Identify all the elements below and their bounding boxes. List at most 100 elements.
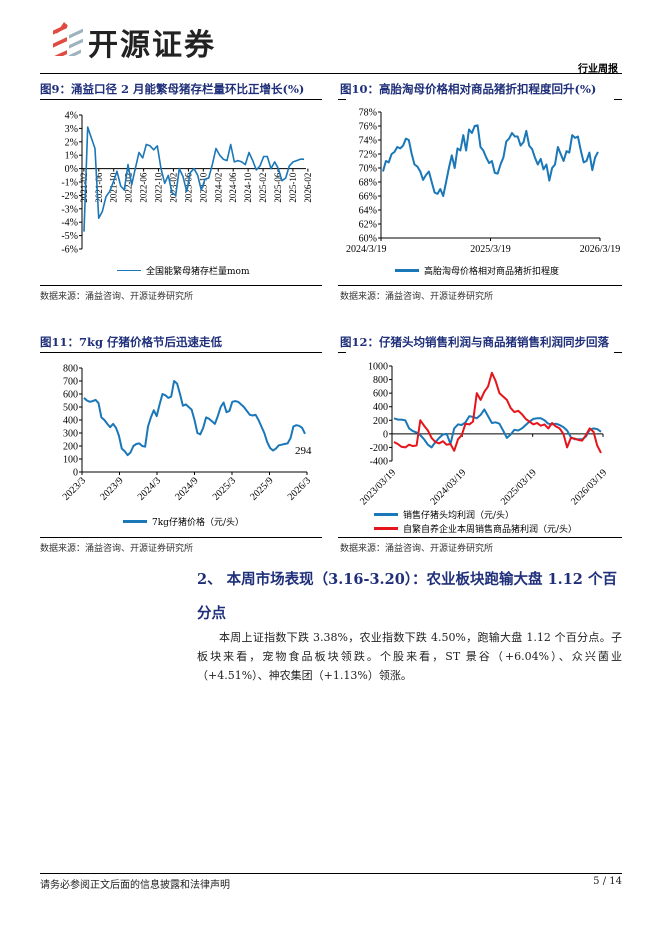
series-line-2 — [393, 371, 602, 454]
legend-swatch — [117, 269, 141, 272]
y-tick-label: 800 — [373, 375, 388, 386]
legend-label: 全国能繁母猪存栏量mom — [146, 267, 250, 277]
chart-piglet-price: 0 100 200 300 400 500 600 700 800 2023/3 2023/9 202… — [61, 364, 313, 503]
y-tick-label: 400 — [63, 416, 78, 427]
y-tick-label: 62% — [359, 220, 377, 231]
figure-10-source: 数据来源：涌益咨询、开源证券研究所 — [340, 292, 494, 302]
y-tick-label: 200 — [63, 442, 78, 453]
legend-swatch — [374, 513, 398, 516]
y-tick-label: 2% — [65, 137, 78, 148]
figure-10-title-rule-left — [338, 99, 346, 100]
figure-12-source-rule — [338, 537, 622, 538]
x-tick-label: 2023-06 — [183, 172, 193, 202]
figure-10-source-rule — [338, 285, 622, 286]
figure-11-source-rule — [40, 537, 322, 538]
legend-label: 销售仔猪头均利润（元/头） — [403, 511, 515, 521]
y-tick-label: 800 — [63, 364, 78, 375]
x-tick-label: 2024/03/19 — [428, 467, 468, 507]
series-line-1 — [83, 380, 306, 457]
footer-divider — [40, 873, 622, 874]
legend-swatch — [123, 520, 147, 523]
figure-10-title-rule-right — [614, 99, 622, 100]
y-tick-label: -4% — [61, 218, 78, 229]
y-tick-label: 74% — [359, 136, 377, 147]
chart-9-legend: 全国能繁母猪存栏量mom — [117, 264, 250, 277]
y-tick-label: 66% — [359, 192, 377, 203]
figure-12-title: 图12：仔猪头均销售利润与商品猪销售利润同步回落 — [340, 335, 610, 349]
y-tick-label: 200 — [373, 416, 388, 427]
legend-label: 7kg仔猪价格（元/头） — [152, 518, 244, 528]
y-tick-label: -5% — [61, 231, 78, 242]
x-tick-label: 2025-06 — [273, 172, 283, 202]
figure-11-title: 图11：7kg 仔猪价格节后迅速走低 — [40, 335, 223, 349]
y-tick-label: 100 — [63, 455, 78, 466]
chart-12-legend-red: 自繁自养企业本周销售商品猪利润（元/头） — [374, 522, 577, 535]
x-tick-label: 2025-10 — [288, 172, 298, 202]
header-divider — [40, 73, 622, 74]
x-tick-label: 2024-02 — [213, 173, 223, 203]
y-tick-label: 300 — [63, 429, 78, 440]
x-tick-label: 2021-10 — [109, 172, 119, 202]
y-tick-label: 4% — [65, 111, 78, 122]
x-tick-label: 2025/03/19 — [499, 467, 539, 507]
x-tick-label: 2021-02 — [79, 173, 89, 203]
footer-disclaimer: 请务必参阅正文后面的信息披露和法律声明 — [40, 880, 230, 891]
chart-cull-sow-discount: 60% 62% 64% 66% 68% 70% 72% 74% 76% 78% 2024/3/19 2… — [346, 108, 621, 256]
y-tick-label: 76% — [359, 122, 377, 133]
x-tick-label: 2025/3/19 — [470, 244, 511, 255]
y-tick-label: 78% — [359, 108, 377, 119]
x-tick-label: 2026/3 — [286, 475, 313, 502]
figure-11-source: 数据来源：涌益咨询、开源证券研究所 — [40, 544, 194, 554]
y-tick-label: 60% — [359, 234, 377, 245]
y-tick-label: 0 — [383, 429, 388, 440]
last-value-label: 294 — [295, 445, 312, 457]
x-tick-label: 2025/9 — [248, 475, 275, 502]
legend-label: 高胎淘母价格相对商品猪折扣程度 — [424, 267, 560, 277]
y-tick-label: -200 — [370, 443, 388, 454]
figure-12-source: 数据来源：涌益咨询、开源证券研究所 — [340, 544, 494, 554]
legend-swatch — [374, 527, 398, 530]
section-heading-continued: 分点 — [197, 605, 226, 622]
chart-piglet-hog-profit: -400 -200 0 200 400 600 800 1000 2023/03/19 2024/… — [358, 362, 609, 508]
x-tick-label: 2025/3 — [211, 475, 238, 502]
x-tick-label: 2025-02 — [258, 173, 268, 203]
y-tick-label: 500 — [63, 403, 78, 414]
x-tick-label: 2023-10 — [198, 172, 208, 202]
legend-swatch — [395, 269, 419, 272]
y-tick-label: 68% — [359, 178, 377, 189]
chart-12-legend-blue: 销售仔猪头均利润（元/头） — [374, 508, 514, 521]
report-type: 行业周报 — [578, 64, 618, 75]
brand-name: 开源证券 — [88, 28, 216, 63]
x-tick-label: 2023-02 — [168, 173, 178, 203]
y-tick-label: 0% — [65, 164, 78, 175]
section-heading: 2、 本周市场表现（3.16-3.20）：农业板块跑输大盘 1.12 个百 — [197, 571, 617, 588]
chart-10-legend: 高胎淘母价格相对商品猪折扣程度 — [395, 264, 559, 277]
y-tick-label: -400 — [370, 457, 388, 468]
x-tick-label: 2023/03/19 — [358, 467, 398, 507]
figure-9-source-rule — [40, 285, 322, 286]
y-tick-label: 72% — [359, 150, 377, 161]
x-tick-label: 2022-10 — [154, 172, 164, 202]
x-tick-label: 2021-06 — [94, 172, 104, 202]
figure-9-title-rule — [40, 99, 322, 100]
x-tick-label: 2023/3 — [61, 475, 88, 502]
y-tick-label: 3% — [65, 124, 78, 135]
figure-12-title-rule-right — [614, 352, 622, 353]
section-paragraph: 本周上证指数下跌 3.38%，农业指数下跌 4.50%，跑输大盘 1.12 个百… — [197, 631, 622, 682]
x-tick-label: 2024/3 — [136, 475, 163, 502]
y-tick-label: 1000 — [368, 362, 388, 373]
figure-10-title: 图10：高胎淘母价格相对商品猪折扣程度回升(%) — [340, 82, 597, 96]
y-tick-label: -3% — [61, 204, 78, 215]
x-tick-label: 2026/3/19 — [580, 244, 621, 255]
chart-11-legend: 7kg仔猪价格（元/头） — [123, 515, 244, 528]
y-tick-label: 70% — [359, 164, 377, 175]
y-tick-label: -1% — [61, 178, 78, 189]
y-tick-label: 600 — [63, 390, 78, 401]
x-tick-label: 2024/9 — [173, 475, 200, 502]
x-tick-label: 2026/03/19 — [569, 467, 609, 507]
y-tick-label: 1% — [65, 151, 78, 162]
y-tick-label: 400 — [373, 402, 388, 413]
x-tick-label: 2023/9 — [98, 475, 125, 502]
x-tick-label: 2024-10 — [243, 172, 253, 202]
